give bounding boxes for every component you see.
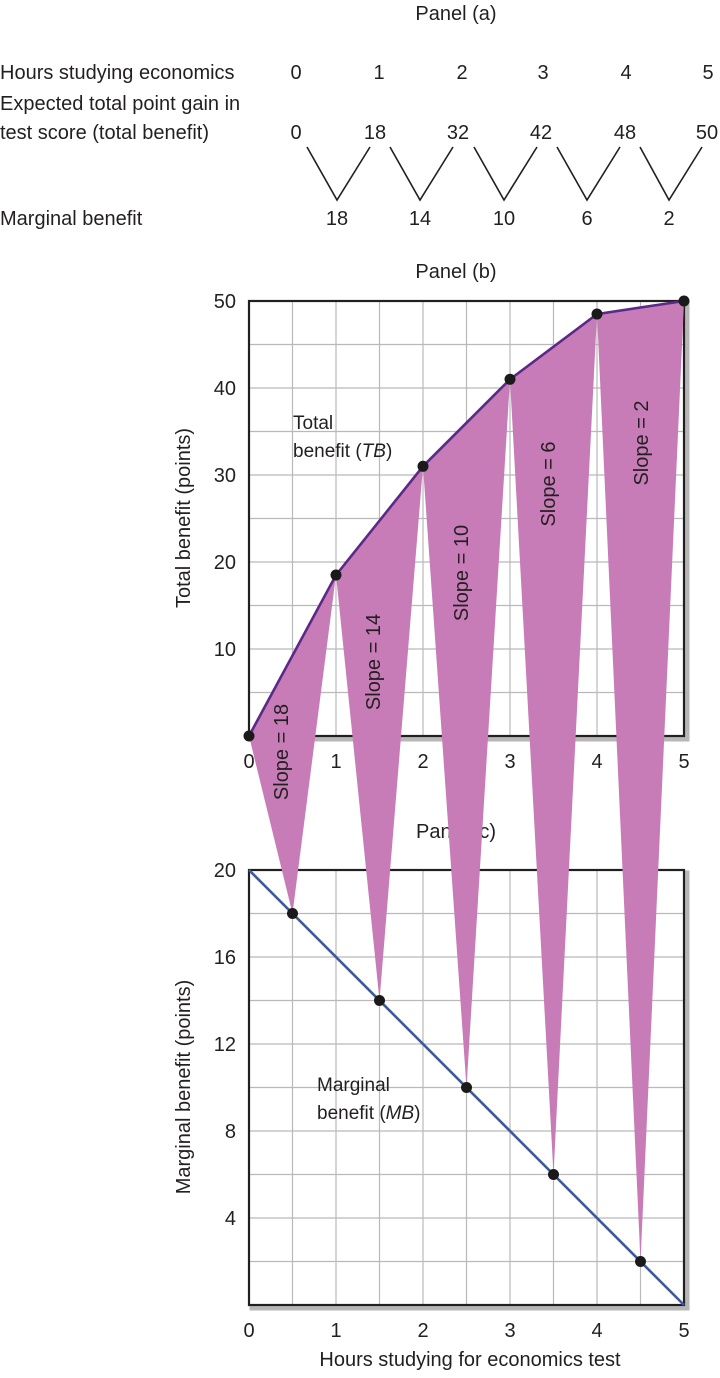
panel-b-curve-layer — [243, 295, 690, 742]
x-tick-label: 3 — [504, 751, 515, 773]
tb-label-close: ) — [386, 441, 392, 462]
panel-c-x-axis-label: Hours studying for economics test — [319, 1349, 621, 1371]
tb-point — [243, 730, 255, 742]
panel-b-y-ticks: 10 20 30 40 50 — [214, 291, 236, 661]
marginal-benefit-cell: 2 — [663, 208, 674, 230]
total-benefit-row-label-line1: Expected total point gain in — [0, 93, 240, 115]
mb-label-line2: benefit (MB) — [317, 1103, 420, 1124]
marginal-benefit-row-label: Marginal benefit — [0, 208, 143, 230]
mb-label-abbrev: MB — [386, 1103, 415, 1124]
slope-label: Slope = 10 — [451, 525, 473, 621]
tb-label-abbrev: TB — [362, 441, 387, 462]
tb-curve-label: Total benefit (TB) — [293, 413, 392, 462]
x-tick-label: 0 — [243, 1320, 254, 1342]
x-tick-label: 1 — [330, 1320, 341, 1342]
total-benefit-cell: 50 — [696, 122, 718, 144]
x-tick-label: 1 — [330, 751, 341, 773]
tb-line — [247, 299, 685, 737]
total-benefit-cell: 32 — [447, 122, 469, 144]
y-tick-label: 12 — [214, 1034, 236, 1056]
slope-label: Slope = 6 — [538, 441, 560, 526]
mb-label-close: ) — [414, 1103, 420, 1124]
total-benefit-cell: 48 — [614, 122, 636, 144]
y-tick-label: 30 — [214, 465, 236, 487]
marginal-benefit-cell: 6 — [581, 208, 592, 230]
mb-point — [287, 908, 298, 919]
difference-connector — [556, 146, 621, 202]
slope-wedge — [336, 466, 423, 1001]
y-tick-label: 20 — [214, 860, 236, 882]
hours-cell: 2 — [456, 62, 467, 84]
difference-connector — [639, 146, 703, 202]
y-tick-label: 20 — [214, 552, 236, 574]
panel-a-title: Panel (a) — [415, 3, 496, 25]
panel-b-title: Panel (b) — [415, 261, 496, 283]
marginal-benefit-cell: 10 — [493, 208, 515, 230]
slope-label: Slope = 18 — [271, 704, 293, 800]
mb-curve-label: Marginal benefit (MB) — [317, 1075, 420, 1124]
mb-point — [461, 1082, 472, 1093]
tb-label-line1: Total — [293, 413, 333, 434]
panel-c-x-ticks: 0 1 2 3 4 5 — [243, 1320, 689, 1342]
slope-wedge — [597, 301, 684, 1262]
slope-labels: Slope = 18 Slope = 14 Slope = 10 Slope = 6 S… — [271, 400, 653, 800]
hours-cell: 1 — [373, 62, 384, 84]
x-tick-label: 3 — [504, 1320, 515, 1342]
hours-cell: 5 — [702, 62, 713, 84]
mb-point — [635, 1256, 646, 1267]
hours-cell: 3 — [537, 62, 548, 84]
tb-point — [417, 460, 429, 472]
y-tick-label: 10 — [214, 639, 236, 661]
tb-label-text: benefit ( — [293, 441, 362, 462]
slope-wedge — [510, 314, 597, 1175]
tb-point — [678, 295, 690, 307]
panel-b-x-ticks: 0 1 2 3 4 5 — [243, 751, 689, 773]
x-tick-label: 4 — [591, 751, 602, 773]
slope-label: Slope = 14 — [363, 614, 385, 710]
slope-wedges — [249, 301, 684, 1262]
panel-a: Panel (a) Hours studying economics Expec… — [0, 3, 718, 230]
total-benefit-row-label-line2: test score (total benefit) — [0, 122, 209, 144]
panel-c-curve-layer — [248, 869, 685, 1306]
marginal-benefit-cell: 14 — [409, 208, 431, 230]
panel-c-y-ticks: 4 8 12 16 20 — [214, 860, 236, 1230]
x-tick-label: 5 — [678, 1320, 689, 1342]
hours-cell: 0 — [290, 62, 301, 84]
slope-wedge — [423, 379, 510, 1088]
panel-b-y-axis-label: Total benefit (points) — [173, 428, 195, 608]
hours-row-label: Hours studying economics — [0, 62, 235, 84]
x-tick-label: 2 — [417, 751, 428, 773]
y-tick-label: 40 — [214, 378, 236, 400]
hours-cell: 4 — [620, 62, 631, 84]
x-tick-label: 4 — [591, 1320, 602, 1342]
x-tick-label: 2 — [417, 1320, 428, 1342]
slope-wedge — [249, 575, 336, 914]
tb-point — [330, 569, 342, 581]
total-benefit-cell: 0 — [290, 122, 301, 144]
tb-label-line2: benefit (TB) — [293, 441, 392, 462]
x-tick-label: 0 — [243, 751, 254, 773]
total-benefit-cell: 18 — [364, 122, 386, 144]
tb-point — [591, 308, 603, 320]
x-tick-label: 5 — [678, 751, 689, 773]
mb-label-line1: Marginal — [317, 1075, 390, 1096]
slope-label: Slope = 2 — [631, 400, 653, 485]
difference-connectors — [306, 146, 703, 202]
mb-label-text: benefit ( — [317, 1103, 386, 1124]
marginal-benefit-cell: 18 — [326, 208, 348, 230]
difference-connector — [473, 146, 538, 202]
y-tick-label: 8 — [225, 1121, 236, 1143]
panel-c-y-axis-label: Marginal benefit (points) — [173, 980, 195, 1195]
y-tick-label: 50 — [214, 291, 236, 313]
mb-point — [374, 995, 385, 1006]
y-tick-label: 4 — [225, 1208, 236, 1230]
mb-point — [548, 1169, 559, 1180]
y-tick-label: 16 — [214, 947, 236, 969]
total-benefit-cell: 42 — [530, 122, 552, 144]
difference-connector — [306, 146, 371, 202]
tb-point — [504, 373, 516, 385]
difference-connector — [389, 146, 454, 202]
